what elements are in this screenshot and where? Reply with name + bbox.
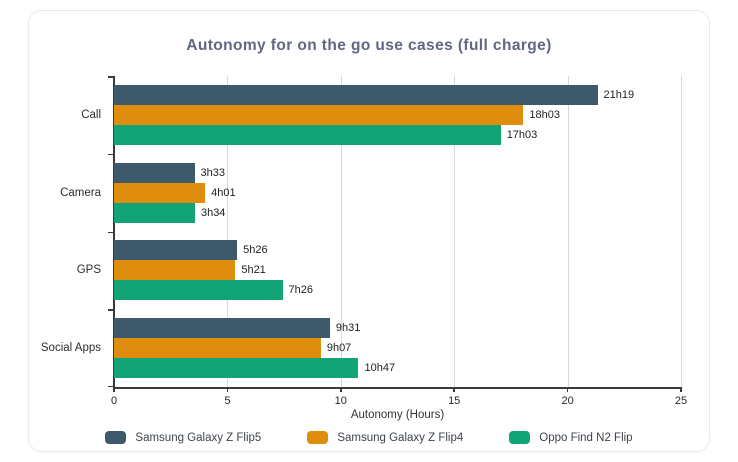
bar [114, 260, 236, 281]
bar [114, 202, 195, 223]
bar-value-label: 3h33 [200, 166, 225, 179]
bar [114, 84, 598, 105]
legend-item: Samsung Galaxy Z Flip5 [105, 431, 261, 444]
gridline [340, 76, 342, 387]
legend-item: Oppo Find N2 Flip [509, 431, 633, 444]
bar-value-label: 4h01 [211, 186, 236, 199]
x-tick-label: 20 [561, 395, 574, 407]
x-axis-line [113, 387, 681, 389]
y-axis-tick [108, 231, 113, 233]
plot-area: 0 5 10 15 20 25 Call 21h19 18h03 17h03 Camera 3h33 4… [41, 76, 687, 407]
legend-item: Samsung Galaxy Z Flip4 [307, 431, 463, 444]
gridline [454, 76, 456, 387]
legend-label: Samsung Galaxy Z Flip5 [135, 431, 262, 444]
x-axis-tick [453, 387, 455, 392]
category-label: Call [81, 108, 101, 121]
bar-value-label: 21h19 [603, 88, 635, 101]
legend-swatch [509, 431, 531, 444]
x-tick-label: 15 [448, 395, 461, 407]
chart-card: Autonomy for on the go use cases (full c… [28, 10, 710, 452]
gridline [567, 76, 569, 387]
chart-title: Autonomy for on the go use cases (full c… [186, 37, 552, 54]
bar-value-label: 9h31 [335, 322, 361, 335]
y-axis-line [113, 76, 115, 387]
bar [114, 338, 321, 359]
bar [114, 124, 501, 145]
x-axis-tick [680, 387, 682, 392]
bar-value-label: 17h03 [506, 128, 538, 141]
bar-value-label: 5h21 [241, 264, 266, 277]
y-axis-tick [108, 385, 113, 387]
gridline [227, 76, 229, 387]
legend-label: Samsung Galaxy Z Flip4 [337, 431, 464, 444]
legend-swatch [307, 431, 329, 444]
bar-value-label: 7h26 [288, 284, 313, 297]
y-axis-tick [108, 309, 113, 311]
x-tick-label: 0 [110, 395, 118, 407]
x-tick-label: 5 [224, 395, 231, 407]
bar-value-label: 9h07 [326, 342, 352, 355]
x-axis-tick [226, 387, 229, 392]
x-axis-tick [340, 387, 342, 392]
y-axis-tick [108, 153, 113, 156]
x-axis-title: Autonomy (Hours) [350, 409, 445, 421]
bar [114, 240, 238, 261]
bar [114, 358, 359, 379]
category-label: GPS [76, 264, 101, 277]
category-label: Social Apps [40, 342, 101, 355]
category-label: Camera [60, 186, 101, 199]
gridline [681, 76, 682, 387]
bar [114, 318, 330, 339]
bar [114, 162, 195, 183]
y-axis-tick [108, 76, 113, 78]
bar-value-label: 5h26 [243, 244, 268, 257]
x-tick-label: 10 [334, 395, 347, 407]
bar [114, 104, 524, 125]
bar-value-label: 3h34 [200, 206, 226, 219]
legend-label: Oppo Find N2 Flip [539, 431, 633, 444]
legend: Samsung Galaxy Z Flip5 Samsung Galaxy Z F… [29, 431, 709, 444]
bar-value-label: 18h03 [529, 108, 560, 121]
x-axis-tick [566, 387, 569, 392]
bar-value-label: 10h47 [364, 362, 396, 375]
legend-swatch [105, 431, 127, 444]
bar [114, 280, 283, 301]
x-tick-label: 25 [674, 395, 688, 407]
bar [114, 182, 206, 203]
x-axis-tick [113, 387, 115, 392]
